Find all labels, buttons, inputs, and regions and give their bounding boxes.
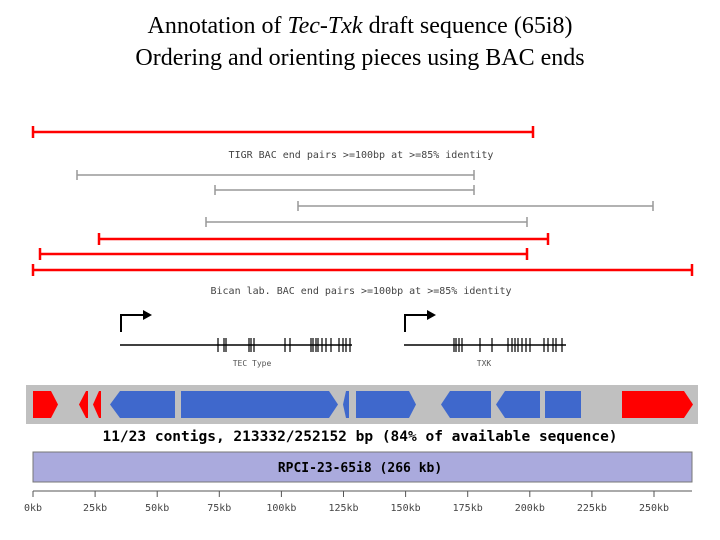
contig-blue-4 <box>356 391 416 418</box>
contig-blue-5 <box>441 391 491 418</box>
title-line-1: Annotation of Tec-Txk draft sequence (65… <box>147 13 573 39</box>
ruler-label: 225kb <box>577 503 607 514</box>
contig-red-2 <box>79 391 88 418</box>
contig-blue-6 <box>496 391 540 418</box>
tss-arrow-icon <box>404 314 427 332</box>
slide-title: Annotation of Tec-Txk draft sequence (65… <box>0 10 720 74</box>
ruler-label: 75kb <box>207 503 231 514</box>
bac-end-pair-line <box>214 185 475 195</box>
ruler: 0kb 25kb 50kb 75kb 100kb 125kb 150kb 175kb 200kb… <box>24 491 669 514</box>
contig-blue-1 <box>110 391 175 418</box>
bac-end-pair-line <box>205 217 528 227</box>
contig-red-1 <box>33 391 58 418</box>
tss-arrow-icon <box>120 314 143 332</box>
arrow-head-icon <box>143 310 152 320</box>
bac-end-pair-line <box>31 264 694 276</box>
ruler-label: 0kb <box>24 503 42 514</box>
contig-blue-7 <box>545 391 581 418</box>
ruler-label: 150kb <box>391 503 421 514</box>
bac-end-pair-line <box>76 170 475 180</box>
arrow-head-icon <box>427 310 436 320</box>
ruler-label: 100kb <box>266 503 296 514</box>
tigr-label: TIGR BAC end pairs >=100bp at >=85% iden… <box>229 150 494 161</box>
gene-txk: TXK <box>404 310 566 368</box>
contig-blue-3 <box>343 391 349 418</box>
contigs <box>33 391 693 418</box>
ruler-label: 200kb <box>515 503 545 514</box>
bican-label: Bican lab. BAC end pairs >=100bp at >=85… <box>210 286 511 297</box>
bac-end-pair-line <box>97 233 550 245</box>
contig-red-3 <box>93 391 101 418</box>
ruler-label: 50kb <box>145 503 169 514</box>
exons <box>453 338 563 352</box>
ruler-label: 25kb <box>83 503 107 514</box>
ruler-label: 175kb <box>453 503 483 514</box>
contig-red-4 <box>622 391 693 418</box>
bac-end-pairs <box>31 126 694 276</box>
bac-end-pair-line <box>38 248 529 260</box>
tec-label: TEC Type <box>233 359 272 368</box>
bac-bar <box>32 451 693 483</box>
bac-end-pair-line <box>297 201 654 211</box>
ruler-label: 125kb <box>328 503 358 514</box>
bac-label: RPCI-23-65i8 (266 kb) <box>278 461 442 476</box>
bac-end-pair-line <box>31 126 535 138</box>
contig-blue-2 <box>181 391 338 418</box>
contig-summary: 11/23 contigs, 213332/252152 bp (84% of … <box>102 429 617 445</box>
ruler-label: 250kb <box>639 503 669 514</box>
gene-tec: TEC Type <box>120 310 352 368</box>
title-line-2: Ordering and orienting pieces using BAC … <box>135 45 585 71</box>
txk-label: TXK <box>477 359 492 368</box>
exons <box>217 338 351 352</box>
